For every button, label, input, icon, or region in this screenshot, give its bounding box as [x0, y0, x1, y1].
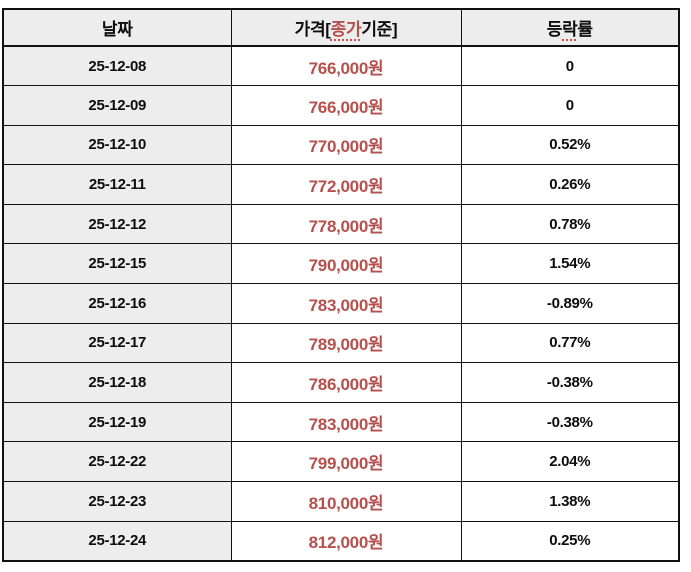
price-cell: 770,000원	[230, 124, 462, 166]
table-row: 25-12-18 786,000원 -0.38%	[2, 362, 680, 403]
col-header-date: 날짜	[2, 8, 232, 47]
date-cell: 25-12-22	[2, 441, 232, 483]
change-cell: -0.89%	[460, 283, 680, 324]
price-cell: 766,000원	[230, 85, 462, 126]
date-cell: 25-12-16	[2, 283, 232, 324]
change-cell: 1.54%	[460, 243, 680, 285]
price-header-suffix: 기준]	[361, 20, 398, 39]
price-cell: 789,000원	[230, 322, 462, 364]
table-body: 25-12-08 766,000원 0 25-12-09 766,000원 0 …	[2, 45, 680, 562]
change-header-mid: 락	[562, 20, 578, 39]
date-cell: 25-12-09	[2, 85, 232, 126]
change-header-prefix: 등	[546, 20, 563, 39]
date-cell: 25-12-15	[2, 243, 232, 285]
date-cell: 25-12-12	[2, 203, 232, 245]
table-row: 25-12-11 772,000원 0.26%	[2, 164, 680, 205]
table-row: 25-12-24 812,000원 0.25%	[2, 520, 680, 562]
change-cell: 0	[460, 45, 680, 87]
price-header-prefix: 가격[	[294, 20, 331, 39]
col-header-price: 가격[종가기준]	[230, 8, 462, 47]
date-cell: 25-12-23	[2, 481, 232, 522]
table-row: 25-12-08 766,000원 0	[2, 45, 680, 87]
price-cell: 790,000원	[230, 243, 462, 285]
price-header-highlight: 종가	[330, 20, 362, 39]
price-cell: 786,000원	[230, 362, 462, 403]
change-cell: 0	[460, 85, 680, 126]
price-cell: 772,000원	[230, 164, 462, 205]
change-cell: 0.52%	[460, 124, 680, 166]
change-cell: 0.77%	[460, 322, 680, 364]
price-cell: 783,000원	[230, 401, 462, 443]
date-cell: 25-12-08	[2, 45, 232, 87]
table-row: 25-12-10 770,000원 0.52%	[2, 124, 680, 166]
table-row: 25-12-15 790,000원 1.54%	[2, 243, 680, 285]
date-cell: 25-12-11	[2, 164, 232, 205]
table-row: 25-12-19 783,000원 -0.38%	[2, 401, 680, 443]
change-cell: 0.78%	[460, 203, 680, 245]
change-cell: 0.26%	[460, 164, 680, 205]
table-row: 25-12-17 789,000원 0.77%	[2, 322, 680, 364]
table-row: 25-12-12 778,000원 0.78%	[2, 203, 680, 245]
col-header-change: 등락률	[460, 8, 680, 47]
change-cell: 1.38%	[460, 481, 680, 522]
table-row: 25-12-16 783,000원 -0.89%	[2, 283, 680, 324]
change-cell: -0.38%	[460, 362, 680, 403]
table-row: 25-12-23 810,000원 1.38%	[2, 481, 680, 522]
change-cell: -0.38%	[460, 401, 680, 443]
change-cell: 2.04%	[460, 441, 680, 483]
price-cell: 778,000원	[230, 203, 462, 245]
price-cell: 799,000원	[230, 441, 462, 483]
change-cell: 0.25%	[460, 520, 680, 562]
date-cell: 25-12-18	[2, 362, 232, 403]
stock-price-table: 날짜 가격[종가기준] 등락률 25-12-08 766,000원 0 25-1…	[2, 8, 680, 562]
date-cell: 25-12-17	[2, 322, 232, 364]
header-row: 날짜 가격[종가기준] 등락률	[2, 8, 680, 47]
price-cell: 812,000원	[230, 520, 462, 562]
date-header-label: 날짜	[101, 20, 133, 39]
price-cell: 810,000원	[230, 481, 462, 522]
change-header-suffix: 률	[577, 20, 593, 39]
date-cell: 25-12-24	[2, 520, 232, 562]
date-cell: 25-12-19	[2, 401, 232, 443]
table-row: 25-12-09 766,000원 0	[2, 85, 680, 126]
date-cell: 25-12-10	[2, 124, 232, 166]
price-cell: 766,000원	[230, 45, 462, 87]
table-row: 25-12-22 799,000원 2.04%	[2, 441, 680, 483]
price-cell: 783,000원	[230, 283, 462, 324]
